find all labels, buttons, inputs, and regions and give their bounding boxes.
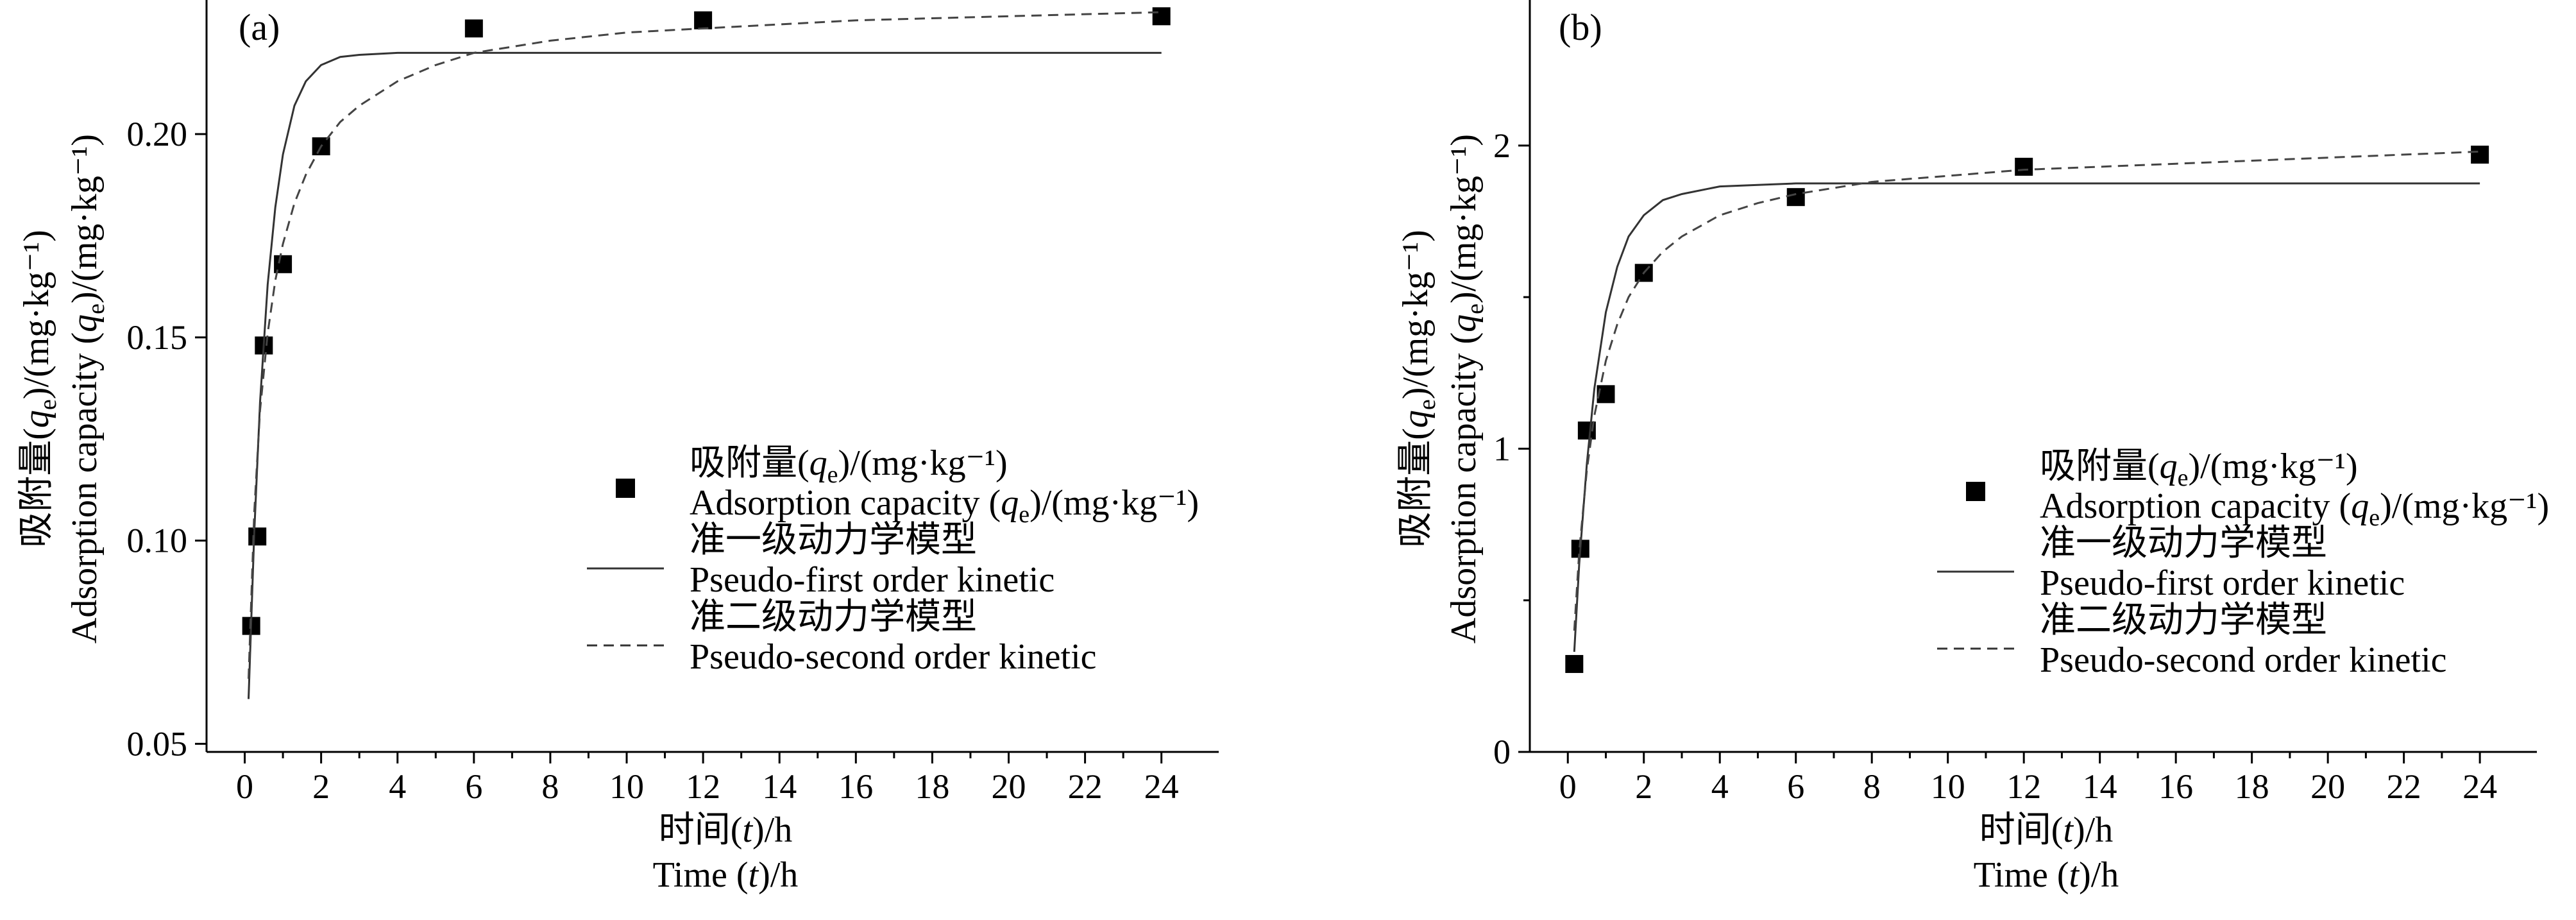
panel-b-pseudo-second-order-line	[1573, 150, 2480, 631]
panel-a-y-tick-label: 0.15	[127, 318, 188, 357]
panel-a-pseudo-second-order-line	[248, 11, 1162, 679]
panel-a-x-tick-label: 18	[915, 767, 949, 806]
panel-b-legend-marker	[1966, 482, 1985, 501]
panel-a-x-tick-label: 16	[838, 767, 873, 806]
panel-b-y-tick-label: 1	[1493, 429, 1511, 468]
panel-a-legend-label-zh: 准二级动力学模型	[690, 597, 977, 637]
panel-a-legend-label-en: Pseudo-second order kinetic	[690, 637, 1096, 677]
panel-a: (a) 0 2 4 6 8 10 12 14 16 18 20 22 240.050.100.150.2…	[17, 0, 1219, 895]
panel-a-legend-label-en: Pseudo-first order kinetic	[690, 560, 1055, 600]
panel-b-legend-label-zh: 吸附量(qe)/(mg·kg⁻¹)	[2040, 447, 2358, 491]
panel-a-x-tick-label: 2	[312, 767, 330, 806]
panel-b-data-point	[1565, 654, 1584, 673]
panel-b-legend-label-en: Pseudo-first order kinetic	[2040, 563, 2405, 603]
panel-a-legend-label-zh: 准一级动力学模型	[690, 520, 977, 560]
panel-b-data-point	[2471, 146, 2489, 164]
panel-b-x-tick-label: 2	[1635, 767, 1652, 806]
panel-a-y-tick-label: 0.10	[127, 522, 188, 560]
panel-b-x-tick-label: 20	[2310, 767, 2345, 806]
panel-b-x-tick-label: 8	[1863, 767, 1881, 806]
panel-b-x-tick-label: 4	[1711, 767, 1729, 806]
panel-b-x-tick-label: 16	[2158, 767, 2193, 806]
panel-a-data-point	[694, 11, 713, 30]
panel-b-y-title-en: Adsorption capacity (qe)/(mg·kg⁻¹)	[1444, 134, 1489, 643]
panel-b-x-tick-label: 6	[1787, 767, 1804, 806]
panel-a-y-tick-label: 0.05	[127, 724, 188, 763]
panel-a-x-tick-label: 12	[686, 767, 720, 806]
panel-b: (b) 0 2 4 6 8 10 12 14 16 18 20 22 24012时间(t)/hTime …	[1396, 0, 2549, 895]
panel-b-legend-label-zh: 准二级动力学模型	[2040, 601, 2327, 640]
panel-a-x-tick-label: 22	[1068, 767, 1103, 806]
panel-a-x-tick-label: 20	[991, 767, 1026, 806]
panel-a-y-title-en: Adsorption capacity (qe)/(mg·kg⁻¹)	[65, 134, 110, 643]
panel-b-y-tick-label: 2	[1493, 126, 1511, 165]
panel-b-x-tick-label: 22	[2387, 767, 2421, 806]
panel-a-x-tick-label: 0	[236, 767, 253, 806]
panel-b-label: (b)	[1559, 6, 1602, 48]
panel-a-x-title-zh: 时间(t)/h	[659, 810, 792, 850]
panel-a-legend-label-zh: 吸附量(qe)/(mg·kg⁻¹)	[690, 443, 1008, 488]
panel-b-x-tick-label: 10	[1931, 767, 1965, 806]
panel-b-x-tick-label: 24	[2462, 767, 2497, 806]
panel-a-x-tick-label: 6	[465, 767, 482, 806]
panel-b-pseudo-first-order-line	[1573, 182, 2480, 652]
panel-a-legend-marker	[616, 479, 635, 498]
panel-b-legend-label-en: Pseudo-second order kinetic	[2040, 640, 2446, 680]
panel-b-x-tick-label: 14	[2083, 767, 2117, 806]
panel-b-x-title-en: Time (t)/h	[1974, 855, 2119, 895]
panel-a-x-title-en: Time (t)/h	[653, 855, 799, 895]
panel-b-legend-label-en: Adsorption capacity (qe)/(mg·kg⁻¹)	[2040, 486, 2549, 531]
panel-a-data-point	[464, 19, 483, 38]
panel-a-legend-label-en: Adsorption capacity (qe)/(mg·kg⁻¹)	[690, 483, 1199, 528]
panel-a-data-point	[1152, 7, 1171, 26]
panel-a-x-tick-label: 4	[389, 767, 406, 806]
panel-a-x-tick-label: 8	[541, 767, 559, 806]
panel-b-x-tick-label: 18	[2235, 767, 2269, 806]
panel-b-x-title-zh: 时间(t)/h	[1979, 810, 2113, 850]
panel-b-data-point	[1786, 188, 1805, 207]
panel-a-label: (a)	[239, 6, 280, 48]
panel-a-y-title-zh: 吸附量(qe)/(mg·kg⁻¹)	[17, 230, 62, 548]
panel-a-x-tick-label: 10	[609, 767, 644, 806]
panel-b-legend-label-zh: 准一级动力学模型	[2040, 524, 2327, 563]
panel-b-data-point	[2015, 157, 2033, 176]
panel-b-y-tick-label: 0	[1493, 733, 1511, 771]
panel-a-data-point	[248, 527, 267, 546]
panel-b-y-title-zh: 吸附量(qe)/(mg·kg⁻¹)	[1396, 230, 1441, 548]
panel-a-x-tick-label: 14	[762, 767, 797, 806]
panel-a-x-tick-label: 24	[1144, 767, 1179, 806]
panel-b-x-tick-label: 0	[1559, 767, 1577, 806]
panel-b-x-tick-label: 12	[2006, 767, 2041, 806]
panel-a-pseudo-first-order-line	[248, 51, 1162, 699]
panel-a-y-tick-label: 0.20	[127, 115, 188, 153]
panel-b-data-point	[1597, 385, 1615, 404]
